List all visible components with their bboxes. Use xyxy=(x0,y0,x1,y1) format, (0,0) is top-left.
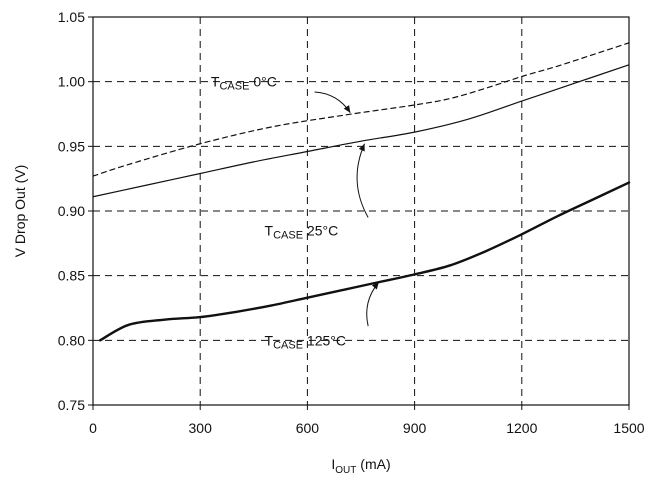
series-label-sub: CASE xyxy=(219,81,249,93)
x-tick-label: 0 xyxy=(89,420,97,436)
series-label-suffix: 125°C xyxy=(303,332,346,348)
x-axis-title-main: I xyxy=(331,456,335,472)
x-tick-label: 300 xyxy=(189,420,213,436)
x-axis-title-unit: (mA) xyxy=(356,456,390,472)
series-line-2 xyxy=(98,181,631,342)
series-lines xyxy=(92,42,631,342)
x-tick-label: 1500 xyxy=(613,420,644,436)
annotation-arrowhead-1 xyxy=(358,143,365,152)
y-tick-label: 0.75 xyxy=(58,397,85,413)
series-label-suffix: 25°C xyxy=(303,222,338,238)
series-line-1 xyxy=(92,64,630,198)
grid xyxy=(93,17,629,405)
y-tick-label: 0.90 xyxy=(58,203,85,219)
x-tick-label: 600 xyxy=(296,420,320,436)
x-tick-label: 1200 xyxy=(506,420,537,436)
series-label-suffix: 0°C xyxy=(249,74,276,90)
annotation-arrow-2 xyxy=(366,281,380,327)
y-tick-label: 0.95 xyxy=(58,138,85,154)
series-label-2: TCASE 125°C xyxy=(265,332,347,351)
series-label-main: T xyxy=(265,222,274,238)
x-axis-title: IOUT (mA) xyxy=(331,456,390,476)
x-tick-label: 900 xyxy=(403,420,427,436)
y-tick-label: 1.05 xyxy=(58,9,85,25)
y-tick-label: 0.85 xyxy=(58,268,85,284)
series-label-main: T xyxy=(211,74,220,90)
series-label-0: TCASE 0°C xyxy=(211,74,277,93)
series-label-sub: CASE xyxy=(273,339,303,351)
x-axis-title-sub: OUT xyxy=(335,465,356,476)
annotation-arrowhead-0 xyxy=(343,105,351,113)
annotation-arrow-1 xyxy=(356,143,369,218)
annotation-arrow-0 xyxy=(314,91,351,113)
annotation-arrowhead-2 xyxy=(371,282,379,290)
series-label-sub: CASE xyxy=(273,229,303,241)
series-line-0 xyxy=(92,42,630,177)
y-tick-label: 0.80 xyxy=(58,332,85,348)
ticks: 0.75 0.80 0.85 0.90 0.95 1.00 1.05 0 300 600 900 12… xyxy=(58,9,645,436)
series-label-main: T xyxy=(265,332,274,348)
y-tick-label: 1.00 xyxy=(58,74,85,90)
y-axis-title: V Drop Out (V) xyxy=(12,165,28,258)
series-label-1: TCASE 25°C xyxy=(265,222,339,241)
